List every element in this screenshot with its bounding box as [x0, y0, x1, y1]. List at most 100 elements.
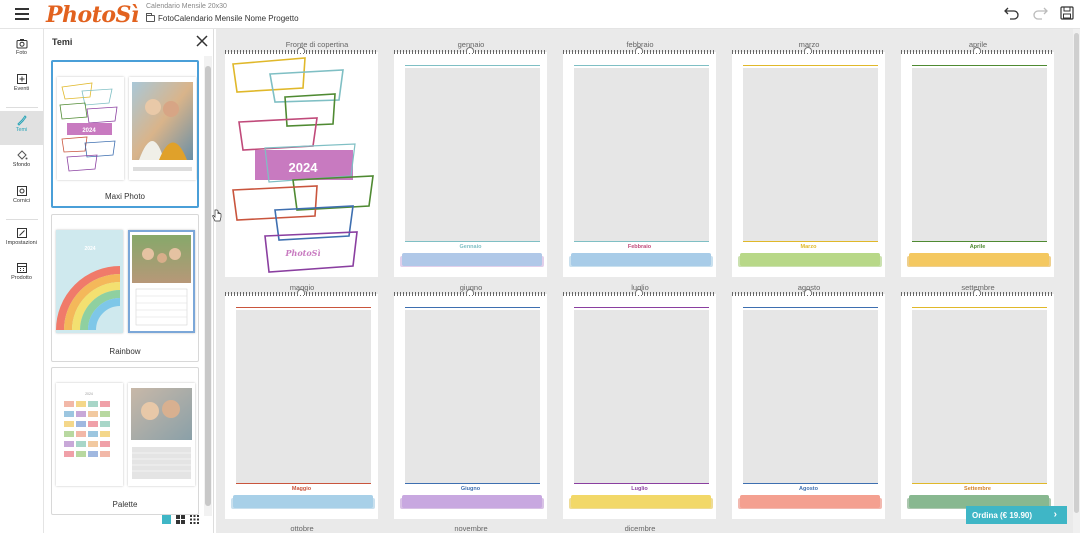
tools-rail: Foto Eventi Temi Sfondo Cornici Impostaz…	[0, 29, 44, 533]
photo-placeholder[interactable]	[912, 68, 1047, 241]
calendar-page-cover[interactable]: 2024 PhotoSì	[225, 47, 378, 277]
photo-placeholder[interactable]	[574, 68, 709, 241]
day-strip	[909, 495, 1049, 508]
rail-item-eventi[interactable]: Eventi	[0, 70, 43, 104]
day-strip	[740, 495, 880, 508]
page-label: giugno	[459, 283, 483, 292]
themes-panel: Temi 2024 Max	[44, 29, 214, 533]
view-small-icon[interactable]	[190, 515, 199, 524]
rail-label: Foto	[15, 50, 27, 56]
top-bar: PhotoSì Calendario Mensile 20x30 FotoCal…	[0, 0, 1080, 29]
theme-card-rainbow[interactable]: 2024 Rainbow	[51, 214, 199, 362]
page-label: maggio	[289, 283, 315, 292]
calendar-page-aprile[interactable]: Aprile	[901, 47, 1054, 277]
page-label: agosto	[797, 283, 821, 292]
photo-placeholder[interactable]	[743, 68, 878, 241]
rail-item-sfondo[interactable]: Sfondo	[0, 146, 43, 180]
theme-label: Palette	[112, 500, 138, 509]
theme-preview-cover: 2024	[57, 77, 124, 180]
page-label: febbraio	[626, 40, 654, 49]
calendar-page-agosto[interactable]: Agosto	[732, 289, 885, 519]
day-strip	[402, 495, 542, 508]
rail-item-foto[interactable]: Foto	[0, 35, 43, 69]
hand-cursor-icon	[212, 209, 222, 222]
close-icon[interactable]	[196, 35, 208, 47]
frame-icon	[16, 186, 27, 196]
rail-item-cornici[interactable]: Cornici	[0, 182, 43, 216]
svg-text:2024: 2024	[85, 392, 93, 396]
theme-preview-month	[129, 77, 196, 180]
month-name: Agosto	[799, 486, 818, 492]
project-name: FotoCalendario Mensile Nome Progetto	[158, 14, 299, 23]
month-name: Gennaio	[459, 244, 482, 250]
redo-icon[interactable]	[1032, 6, 1048, 20]
page-label: Fronte di copertina	[285, 40, 349, 49]
page-label: novembre	[454, 524, 488, 533]
canvas-scrollbar[interactable]	[1073, 29, 1080, 533]
photo-placeholder[interactable]	[405, 310, 540, 483]
month-name: Luglio	[631, 486, 648, 492]
brush-icon	[16, 115, 27, 126]
undo-icon[interactable]	[1004, 6, 1020, 20]
photo-placeholder[interactable]	[912, 310, 1047, 483]
rail-item-impostazioni[interactable]: Impostazioni	[0, 224, 43, 258]
photo-placeholder[interactable]	[405, 68, 540, 241]
project-name-row[interactable]: FotoCalendario Mensile Nome Progetto	[146, 13, 299, 23]
calendar-page-maggio[interactable]: Maggio	[225, 289, 378, 519]
page-label: marzo	[798, 40, 820, 49]
view-large-icon[interactable]	[162, 515, 171, 524]
camera-icon	[16, 39, 27, 49]
month-name: Maggio	[291, 486, 312, 492]
photo-placeholder[interactable]	[236, 310, 371, 483]
month-name: Aprile	[969, 244, 986, 250]
month-name: Febbraio	[627, 244, 652, 250]
theme-preview-cover: 2024	[56, 230, 123, 333]
order-button[interactable]: Ordina (€ 19.90) ›	[966, 506, 1067, 524]
day-strip	[571, 495, 711, 508]
theme-preview-month	[128, 383, 195, 486]
calendar-page-giugno[interactable]: Giugno	[394, 289, 547, 519]
theme-label: Rainbow	[109, 347, 141, 356]
day-strip	[909, 253, 1049, 266]
day-strip	[233, 495, 373, 508]
panel-scrollbar-thumb[interactable]	[205, 66, 211, 506]
calendar-page-settembre[interactable]: Settembre	[901, 289, 1054, 519]
day-strip	[402, 253, 542, 266]
page-label: settembre	[961, 283, 995, 292]
calendar-canvas: Fronte di copertina gennaio febbraio mar…	[216, 29, 1073, 533]
rail-item-temi[interactable]: Temi	[0, 111, 43, 145]
calendar-page-gennaio[interactable]: Gennaio	[394, 47, 547, 277]
page-label: luglio	[631, 283, 649, 292]
month-name: Settembre	[964, 486, 991, 492]
menu-icon[interactable]	[15, 8, 29, 20]
theme-preview-month	[128, 230, 195, 333]
rail-item-prodotto[interactable]: Prodotto	[0, 259, 43, 293]
theme-card-maxi-photo[interactable]: 2024 Maxi Photo	[51, 60, 199, 208]
day-strip	[740, 253, 880, 266]
project-type: Calendario Mensile 20x30	[146, 3, 227, 10]
panel-title: Temi	[52, 37, 73, 47]
page-label: gennaio	[457, 40, 485, 49]
theme-label: Maxi Photo	[104, 192, 146, 201]
month-name: Marzo	[800, 244, 817, 250]
photosi-logo[interactable]: PhotoSì	[46, 2, 139, 28]
product-icon	[16, 263, 27, 273]
view-medium-icon[interactable]	[176, 515, 185, 524]
page-label: aprile	[968, 40, 988, 49]
photo-placeholder[interactable]	[743, 310, 878, 483]
theme-preview-cover: 2024	[56, 383, 123, 486]
rail-label: Impostazioni	[6, 240, 37, 246]
folder-icon	[146, 13, 155, 22]
cover-year: 2024	[289, 160, 319, 175]
save-icon[interactable]	[1060, 6, 1074, 20]
theme-card-palette[interactable]: 2024 Palette	[51, 367, 199, 515]
svg-text:2024: 2024	[84, 246, 95, 252]
cover-artwork: 2024 PhotoSì	[232, 57, 374, 273]
calendar-page-febbraio[interactable]: Febbraio	[563, 47, 716, 277]
photo-placeholder[interactable]	[574, 310, 709, 483]
rail-label: Temi	[15, 127, 28, 133]
paint-bucket-icon	[16, 150, 27, 160]
calendar-page-luglio[interactable]: Luglio	[563, 289, 716, 519]
rail-label: Prodotto	[11, 275, 32, 281]
calendar-page-marzo[interactable]: Marzo	[732, 47, 885, 277]
